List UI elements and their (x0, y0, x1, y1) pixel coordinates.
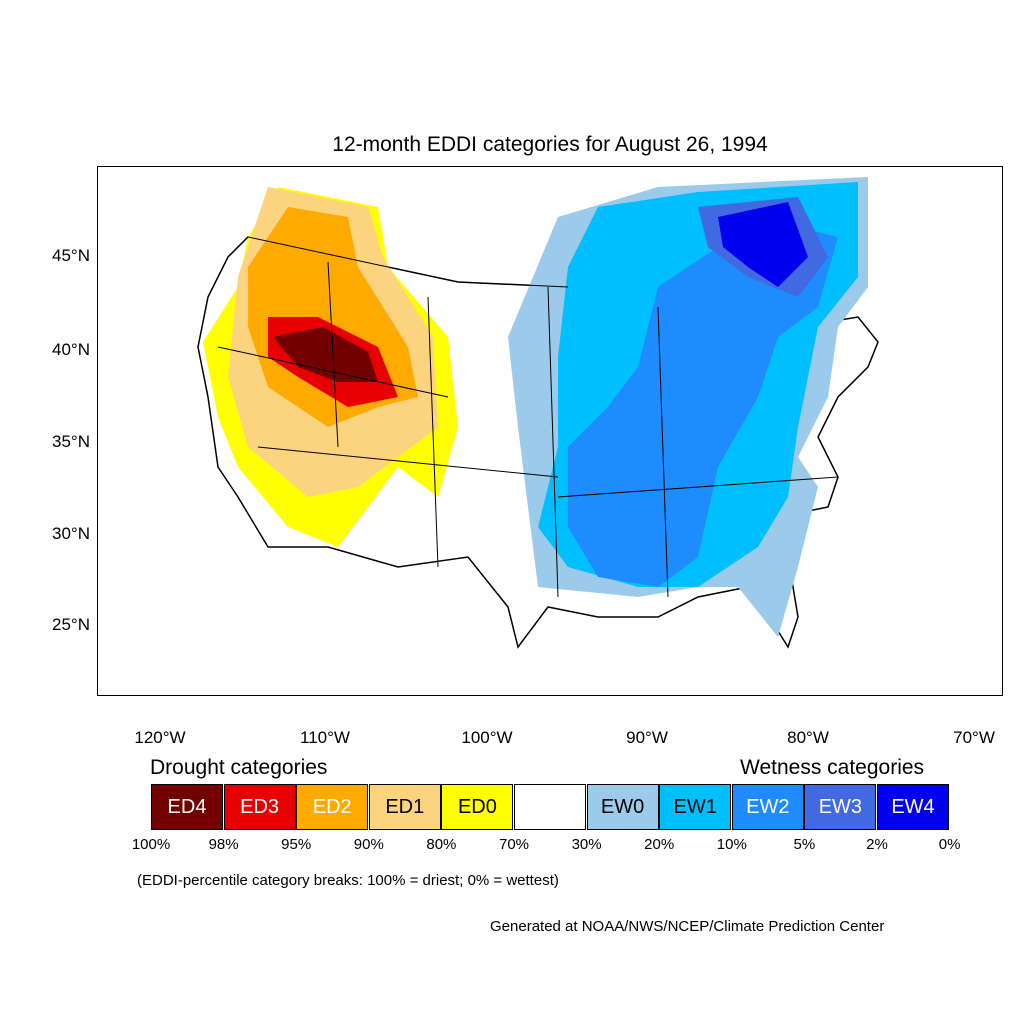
legend-break-label: 30% (571, 836, 602, 853)
legend-break-label: 5% (793, 836, 816, 853)
legend-swatch-ew0: EW0 (586, 784, 659, 830)
legend-swatch-ew1: EW1 (659, 784, 732, 830)
map-panel (97, 166, 1003, 696)
legend-swatch-ed2: ED2 (296, 784, 369, 830)
legend-break-label: 100% (131, 836, 171, 853)
legend-break-label: 98% (208, 836, 239, 853)
legend-break-label: 80% (426, 836, 457, 853)
legend-break-label: 10% (716, 836, 747, 853)
legend-break-label: 20% (644, 836, 675, 853)
legend-swatch-ed0: ED0 (441, 784, 514, 830)
lon-label: 110°W (300, 728, 350, 747)
legend-swatch-ew2: EW2 (731, 784, 804, 830)
legend-swatch-ew4: EW4 (877, 784, 949, 830)
legend-break-label: 90% (353, 836, 384, 853)
map-canvas (197, 177, 879, 649)
state-borders (217, 236, 839, 598)
category-note: (EDDI-percentile category breaks: 100% =… (137, 872, 559, 889)
legend-swatch-ed4: ED4 (151, 784, 223, 830)
legend-break-label: 95% (281, 836, 312, 853)
legend-swatch-ed1: ED1 (368, 784, 441, 830)
lat-label: 30°N (52, 524, 90, 543)
map-title: 12-month EDDI categories for August 26, … (332, 133, 768, 156)
legend-break-label: 0% (938, 836, 961, 853)
lon-label: 120°W (134, 728, 186, 747)
lat-label: 25°N (52, 615, 90, 634)
lat-label: 35°N (52, 432, 90, 451)
drought-legend-title: Drought categories (150, 756, 328, 779)
lon-label: 90°W (626, 728, 668, 747)
lon-label: 70°W (953, 728, 995, 747)
drought-ed4-region (273, 327, 378, 382)
wetness-ew4-region (718, 202, 808, 287)
lat-label: 40°N (52, 340, 90, 359)
wetness-ew2-region (568, 227, 838, 587)
lat-label: 45°N (52, 246, 90, 265)
lon-label: 80°W (787, 728, 829, 747)
legend-swatch-ed3: ED3 (223, 784, 296, 830)
legend-swatch-normal (514, 784, 586, 830)
lon-label: 100°W (461, 728, 513, 747)
credit-text: Generated at NOAA/NWS/NCEP/Climate Predi… (490, 918, 885, 935)
legend-break-label: 2% (866, 836, 888, 853)
wetness-legend-title: Wetness categories (740, 756, 925, 779)
legend-swatch-ew3: EW3 (804, 784, 877, 830)
legend-break-label: 70% (498, 836, 530, 853)
